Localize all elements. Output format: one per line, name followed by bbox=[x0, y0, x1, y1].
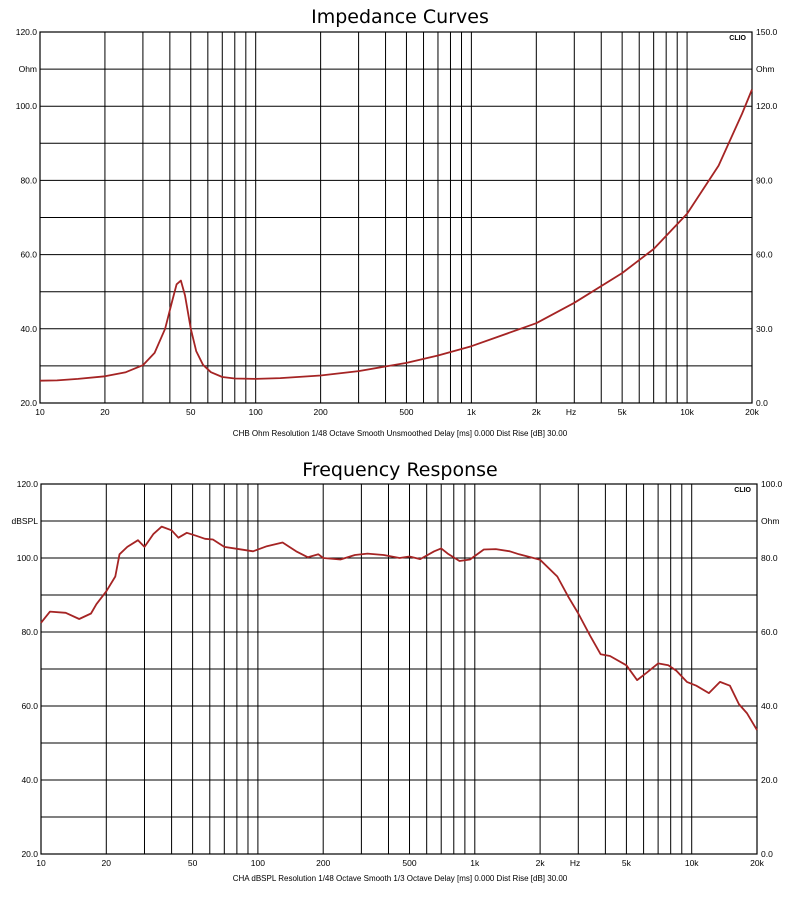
x-tick-label: 2k bbox=[532, 407, 542, 417]
x-tick-label: 10k bbox=[680, 407, 694, 417]
x-tick-label: 20k bbox=[750, 858, 764, 868]
clio-logo: CLIO bbox=[734, 487, 751, 494]
y-tick-label-left: 40.0 bbox=[21, 775, 38, 785]
x-tick-label: 100 bbox=[251, 858, 265, 868]
x-axis-unit: Hz bbox=[570, 858, 580, 868]
y-tick-label-left: 20.0 bbox=[21, 849, 38, 859]
y-tick-label-right: 60.0 bbox=[761, 627, 778, 637]
y-tick-label-left: 120.0 bbox=[16, 27, 38, 37]
y-tick-label-right: 100.0 bbox=[761, 479, 783, 489]
y-tick-label-right: 80.0 bbox=[761, 553, 778, 563]
plot-frame bbox=[39, 31, 753, 404]
y-tick-label-left: 20.0 bbox=[20, 398, 37, 408]
y-axis-unit-left: dBSPL bbox=[12, 516, 39, 526]
x-tick-label: 200 bbox=[314, 407, 328, 417]
x-tick-label: 10 bbox=[35, 407, 45, 417]
x-axis-unit: Hz bbox=[566, 407, 576, 417]
data-curve bbox=[40, 525, 758, 731]
y-tick-label-right: 90.0 bbox=[756, 175, 773, 185]
x-tick-label: 20k bbox=[745, 407, 759, 417]
x-tick-label: 10 bbox=[36, 858, 46, 868]
frequency-response-plot: 20.0 40.0 60.0 80.0 100.0 120.0 0.0 20.0 40.0 60.… bbox=[12, 479, 783, 868]
x-tick-label: 2k bbox=[536, 858, 546, 868]
x-tick-label: 10k bbox=[685, 858, 699, 868]
impedance-plot: 20.0 40.0 60.0 80.0 100.0 120.0 0.0 30.0 60.0 90.… bbox=[16, 27, 778, 417]
y-tick-label-right: 0.0 bbox=[761, 849, 773, 859]
y-axis-unit-right: Ohm bbox=[761, 516, 779, 526]
x-tick-label: 50 bbox=[186, 407, 196, 417]
y-tick-label-left: 60.0 bbox=[20, 250, 37, 260]
y-tick-label-right: 0.0 bbox=[756, 398, 768, 408]
clio-logo: CLIO bbox=[729, 35, 746, 42]
x-tick-label: 50 bbox=[188, 858, 198, 868]
x-tick-label: 200 bbox=[316, 858, 330, 868]
x-tick-label: 1k bbox=[467, 407, 477, 417]
y-tick-label-left: 100.0 bbox=[16, 101, 38, 111]
y-tick-label-right: 150.0 bbox=[756, 27, 778, 37]
plot-frame bbox=[40, 483, 758, 855]
y-tick-label-left: 100.0 bbox=[17, 553, 39, 563]
chart-title: Frequency Response bbox=[302, 459, 498, 481]
data-curve bbox=[39, 89, 753, 382]
chart-title: Impedance Curves bbox=[311, 6, 489, 28]
chart-caption: CHB Ohm Resolution 1/48 Octave Smooth Un… bbox=[232, 429, 568, 438]
x-tick-label: 5k bbox=[618, 407, 628, 417]
y-tick-label-right: 60.0 bbox=[756, 250, 773, 260]
y-tick-label-left: 80.0 bbox=[20, 175, 37, 185]
y-tick-label-left: 120.0 bbox=[17, 479, 39, 489]
y-tick-label-right: 40.0 bbox=[761, 701, 778, 711]
y-tick-label-right: 120.0 bbox=[756, 101, 778, 111]
x-tick-label: 100 bbox=[249, 407, 263, 417]
y-tick-label-right: 20.0 bbox=[761, 775, 778, 785]
x-tick-label: 500 bbox=[402, 858, 416, 868]
x-tick-label: 500 bbox=[399, 407, 413, 417]
x-tick-label: 20 bbox=[100, 407, 110, 417]
y-axis-unit-right: Ohm bbox=[756, 64, 774, 74]
x-tick-label: 5k bbox=[622, 858, 632, 868]
y-tick-label-left: 80.0 bbox=[21, 627, 38, 637]
y-tick-label-right: 30.0 bbox=[756, 324, 773, 334]
y-tick-label-left: 60.0 bbox=[21, 701, 38, 711]
x-tick-label: 1k bbox=[470, 858, 480, 868]
frequency-response-chart: Frequency Response 20.0 40.0 60.0 80.0 100.0… bbox=[0, 452, 800, 904]
chart-caption: CHA dBSPL Resolution 1/48 Octave Smooth … bbox=[232, 874, 568, 883]
y-tick-label-left: 40.0 bbox=[20, 324, 37, 334]
y-axis-unit-left: Ohm bbox=[19, 64, 37, 74]
impedance-chart: Impedance Curves 20.0 40.0 60.0 80.0 100.0 12… bbox=[16, 6, 778, 438]
x-tick-label: 20 bbox=[102, 858, 112, 868]
